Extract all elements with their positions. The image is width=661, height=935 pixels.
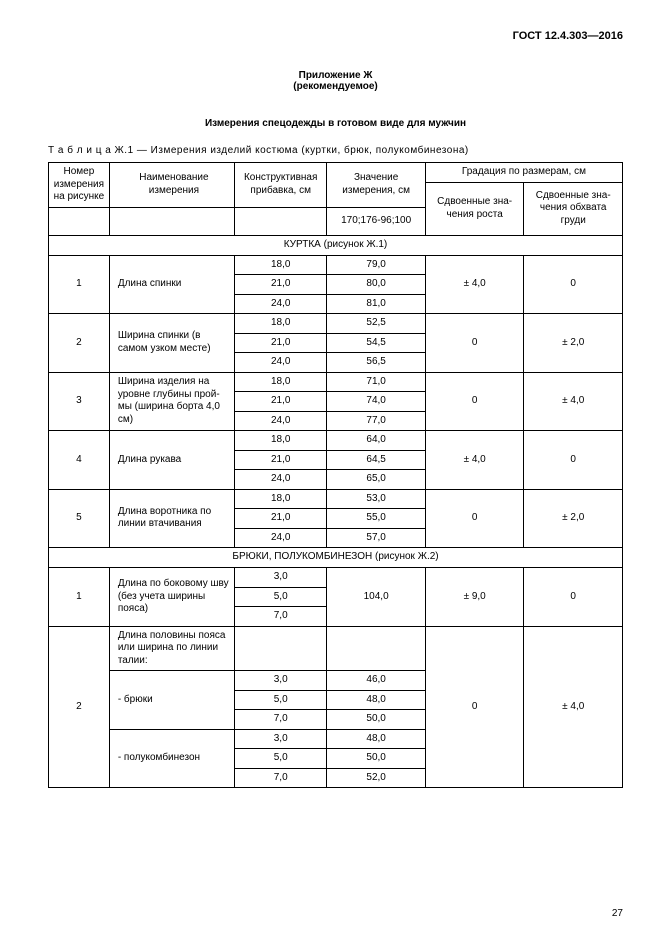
table-row: 1 Длина по боковому шву (без учета шири­… (49, 568, 623, 588)
table-row: 5 Длина воротника по линии втачивания 18… (49, 489, 623, 509)
th-grad: Градация по размерам, см (425, 163, 622, 183)
th-val: Значение измерения, см (327, 163, 426, 208)
cell-con: 18,0 (235, 255, 327, 275)
header-row-1: Номер измерения на рисунке Наименование … (49, 163, 623, 183)
th-g1: Сдвоенные зна­чения роста (425, 182, 524, 235)
measurements-table: Номер измерения на рисунке Наименование … (48, 162, 623, 788)
cell-val: 79,0 (327, 255, 426, 275)
cell-name: Длина спинки (109, 255, 234, 314)
th-con: Конструктивная прибавка, см (235, 163, 327, 208)
th-g2: Сдвоенные зна­чения обхвата груди (524, 182, 623, 235)
appendix-title: Приложение Ж (48, 70, 623, 81)
section-title: Измерения спецодежды в готовом виде для … (48, 118, 623, 129)
table-row: 3 Ширина изделия на уровне глубины прой­… (49, 372, 623, 392)
page: ГОСТ 12.4.303—2016 Приложение Ж (рекомен… (0, 0, 661, 935)
cell-num: 1 (49, 255, 110, 314)
cell-g2: 0 (524, 255, 623, 314)
table-caption: Т а б л и ц а Ж.1 — Измерения изделий ко… (48, 145, 623, 156)
doc-code: ГОСТ 12.4.303—2016 (48, 30, 623, 42)
page-number: 27 (612, 908, 623, 919)
appendix-subtitle: (рекомендуемое) (48, 81, 623, 92)
table-row: 4 Длина рукава 18,0 64,0 ± 4,0 0 (49, 431, 623, 451)
section-bryuki: БРЮКИ, ПОЛУКОМБИНЕЗОН (рисунок Ж.2) (49, 548, 623, 568)
table-row: 2 Ширина спинки (в самом узком месте) 18… (49, 314, 623, 334)
cell-g1: ± 4,0 (425, 255, 524, 314)
section-kurtka: КУРТКА (рисунок Ж.1) (49, 235, 623, 255)
th-size: 170;176-96;100 (327, 207, 426, 235)
table-row: 2 Длина половины по­яса или ширина по ли… (49, 626, 623, 671)
table-row: 1 Длина спинки 18,0 79,0 ± 4,0 0 (49, 255, 623, 275)
th-num: Номер измерения на рисунке (49, 163, 110, 208)
th-name: Наименование измерения (109, 163, 234, 208)
